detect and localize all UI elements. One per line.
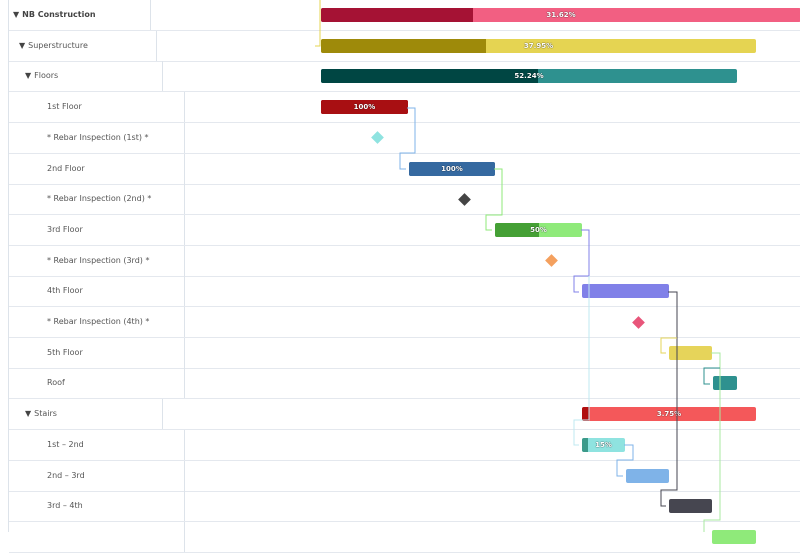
link (315, 0, 321, 47)
link (703, 352, 721, 532)
task-name: 1st – 2nd (9, 429, 185, 460)
progress-label: 100% (441, 164, 463, 173)
gantt-chart: ▼ NB Construction 31.62% ▼ Superstructure 37.… (8, 0, 800, 553)
task-name: 3rd Floor (9, 214, 185, 245)
progress-fill (321, 38, 487, 53)
task-bar[interactable] (669, 345, 712, 360)
task-name-text: 3rd Floor (47, 224, 83, 234)
task-bar[interactable] (626, 468, 669, 483)
task-name-text: 3rd – 4th (47, 501, 83, 511)
task-name: 4th Floor (9, 276, 185, 307)
progress-fill (582, 407, 589, 422)
task-row[interactable]: ▼ Stairs (9, 399, 800, 431)
task-name: * Rebar Inspection (2nd) * (9, 184, 185, 215)
task-row[interactable]: * Rebar Inspection (2nd) * (9, 184, 800, 216)
task-name: ▼ Superstructure (9, 30, 157, 61)
progress-label: 100% (353, 103, 376, 112)
task-name-text: Roof (47, 378, 65, 388)
collapse-toggle-icon[interactable]: ▼ (19, 40, 26, 50)
task-name: 2nd Floor (9, 153, 185, 184)
progress-fill (321, 69, 539, 84)
task-bar[interactable]: 15% (582, 437, 625, 452)
progress-label: 15% (595, 440, 612, 449)
progress-fill (321, 100, 408, 115)
link (660, 291, 678, 507)
link (399, 107, 416, 170)
collapse-toggle-icon[interactable]: ▼ (25, 71, 32, 81)
task-bar[interactable] (669, 499, 712, 514)
task-name-text: 5th Floor (47, 347, 83, 357)
dependency-links (315, 0, 721, 532)
task-name-text: * Rebar Inspection (4th) * (47, 317, 150, 326)
task-name: Roof (9, 368, 185, 399)
task-row[interactable]: 2nd Floor (9, 153, 800, 185)
task-row[interactable]: 3rd – 4th (9, 491, 800, 523)
collapse-toggle-icon[interactable]: ▼ (25, 409, 32, 419)
progress-label: 52.24% (514, 72, 544, 81)
task-name-text: Superstructure (28, 40, 88, 50)
collapse-toggle-icon[interactable]: ▼ (13, 10, 20, 19)
progress-fill (321, 8, 473, 22)
task-name-text: 2nd Floor (47, 163, 85, 173)
task-bar[interactable]: 100% (409, 161, 495, 176)
task-name-text: Stairs (34, 409, 57, 419)
task-name: ▼ NB Construction (9, 0, 151, 30)
task-name: ▼ Floors (9, 61, 163, 92)
task-row[interactable]: ▼ Floors (9, 61, 800, 93)
task-row[interactable]: * Rebar Inspection (3rd) * (9, 245, 800, 277)
progress-label: 37.95% (523, 41, 554, 50)
link (616, 444, 634, 477)
task-bar[interactable] (713, 376, 737, 391)
task-row[interactable]: ▼ NB Construction (9, 0, 800, 31)
progress-fill (582, 437, 589, 452)
task-name-text: Floors (34, 71, 59, 81)
task-row[interactable]: 1st Floor (9, 92, 800, 124)
link (573, 276, 590, 446)
task-bar[interactable]: 3.75% (582, 407, 756, 422)
task-name: 3rd – 4th (9, 491, 185, 522)
task-row[interactable]: ▼ Superstructure (9, 30, 800, 62)
task-bar[interactable]: 100% (321, 100, 408, 115)
task-name: * Rebar Inspection (3rd) * (9, 245, 185, 276)
task-name: * Rebar Inspection (4th) * (9, 307, 185, 337)
task-bar[interactable]: 37.95% (321, 38, 756, 53)
task-name-text: * Rebar Inspection (1st) * (47, 132, 149, 142)
task-name-text: 1st Floor (47, 102, 82, 112)
task-row[interactable]: 2nd – 3rd (9, 460, 800, 492)
task-name: 2nd – 3rd (9, 460, 185, 491)
task-name-text: 1st – 2nd (47, 439, 84, 449)
task-name-text: NB Construction (22, 10, 96, 19)
task-bar[interactable] (582, 284, 669, 299)
task-row[interactable]: 5th Floor (9, 337, 800, 369)
task-name: * Rebar Inspection (1st) * (9, 122, 185, 153)
task-row[interactable]: Roof (9, 368, 800, 400)
task-row[interactable]: 1st – 2nd (9, 429, 800, 461)
task-name: 1st Floor (9, 92, 185, 123)
progress-label: 50% (530, 225, 547, 234)
progress-label: 31.62% (546, 11, 576, 19)
link (703, 367, 720, 385)
link (660, 337, 677, 354)
task-name: 5th Floor (9, 337, 185, 368)
link (485, 168, 503, 231)
task-bar[interactable]: 50% (495, 222, 582, 237)
progress-fill (495, 222, 539, 237)
task-name: ▼ Stairs (9, 399, 163, 430)
task-bar[interactable]: 52.24% (321, 69, 737, 84)
progress-label: 3.75% (656, 410, 682, 419)
task-bar[interactable]: 31.62% (321, 8, 800, 22)
task-row[interactable]: 4th Floor (9, 276, 800, 308)
task-name-text: * Rebar Inspection (3rd) * (47, 255, 150, 265)
task-name-text: 2nd – 3rd (47, 470, 85, 480)
task-name-text: * Rebar Inspection (2nd) * (47, 194, 152, 204)
task-row[interactable]: 3rd Floor (9, 214, 800, 246)
task-row[interactable]: * Rebar Inspection (4th) * (9, 307, 800, 338)
task-name-text: 4th Floor (47, 286, 83, 296)
progress-fill (409, 161, 495, 176)
link (573, 229, 590, 293)
